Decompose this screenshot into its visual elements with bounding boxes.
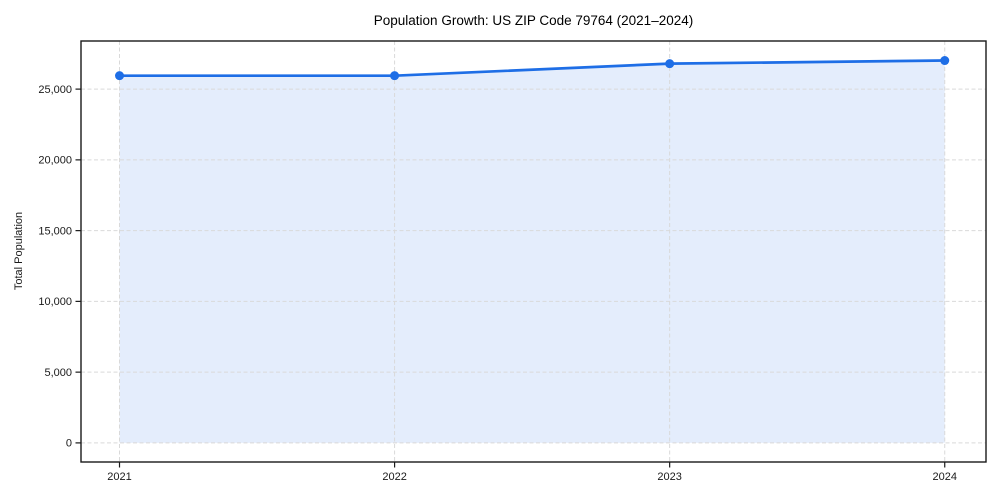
y-tick-label: 10,000: [38, 296, 72, 308]
data-point-2022: [390, 71, 400, 81]
data-point-2023: [665, 59, 675, 69]
y-tick-label: 25,000: [38, 84, 72, 96]
plot-frame: [80, 40, 987, 463]
data-point-2021: [115, 71, 125, 81]
x-tick-label: 2022: [382, 471, 406, 483]
series-line: [118, 59, 947, 78]
x-tick-label: 2021: [107, 471, 131, 483]
data-point-2024: [940, 56, 950, 66]
y-tick-label: 20,000: [38, 155, 72, 167]
x-tick-label: 2023: [657, 471, 681, 483]
x-tick-label: 2024: [932, 471, 956, 483]
y-tick-label: 15,000: [38, 225, 72, 237]
y-tick-label: 5,000: [44, 367, 72, 379]
chart-title: Population Growth: US ZIP Code 79764 (20…: [373, 13, 694, 28]
y-tick-label: 0: [66, 438, 72, 450]
series-area: [119, 60, 945, 443]
